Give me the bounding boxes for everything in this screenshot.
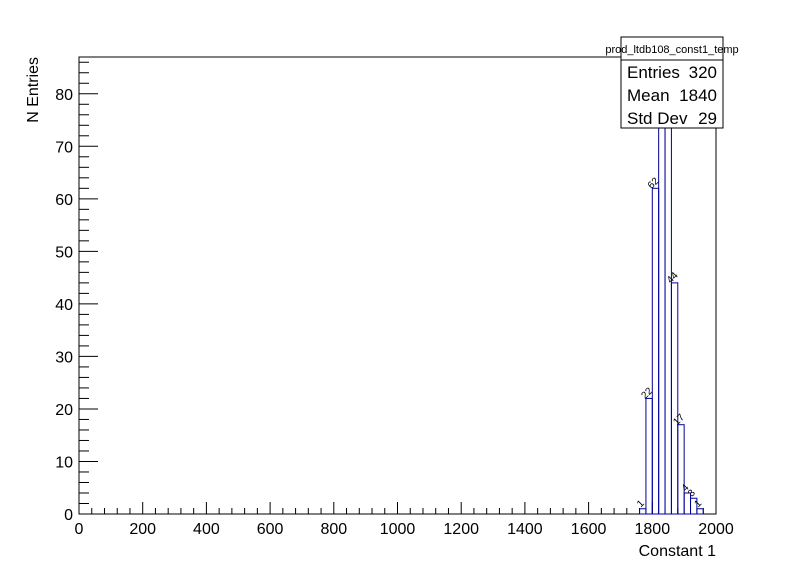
bar bbox=[670, 282, 679, 515]
y-tick-label: 60 bbox=[55, 192, 73, 209]
x-tick-label: 200 bbox=[129, 521, 156, 538]
x-tick-label: 800 bbox=[320, 521, 347, 538]
stats-name: Std Dev bbox=[627, 109, 688, 128]
data-label: 1 bbox=[692, 498, 704, 510]
bar bbox=[690, 497, 698, 515]
data-label: 22 bbox=[640, 386, 656, 402]
x-tick-label: 1400 bbox=[507, 521, 543, 538]
data-label: 17 bbox=[671, 412, 687, 428]
x-tick-label: 600 bbox=[257, 521, 284, 538]
y-tick-label: 80 bbox=[55, 87, 73, 104]
data-label: 1 bbox=[635, 498, 647, 510]
y-tick-label: 70 bbox=[55, 139, 73, 156]
x-tick-label: 400 bbox=[193, 521, 220, 538]
x-tick-label: 1200 bbox=[443, 521, 479, 538]
y-tick-label: 20 bbox=[55, 402, 73, 419]
stats-box bbox=[620, 36, 724, 129]
y-tick-label: 0 bbox=[64, 507, 73, 524]
stats-value: 29 bbox=[698, 109, 717, 128]
stats-title: prod_ltdb108_const1_temp bbox=[605, 44, 738, 56]
y-axis-label: N Entries bbox=[25, 57, 42, 123]
stats-name: Mean bbox=[627, 86, 670, 105]
data-label: 62 bbox=[646, 175, 662, 191]
y-tick-label: 50 bbox=[55, 244, 73, 261]
x-tick-label: 2000 bbox=[698, 521, 734, 538]
stats-name: Entries bbox=[627, 63, 680, 82]
plot-frame bbox=[78, 56, 717, 515]
x-tick-label: 1000 bbox=[380, 521, 416, 538]
bar bbox=[677, 424, 685, 515]
bar bbox=[664, 77, 672, 515]
stats-value: 1840 bbox=[679, 86, 717, 105]
y-tick-label: 30 bbox=[55, 349, 73, 366]
x-tick-label: 0 bbox=[75, 521, 84, 538]
bar bbox=[658, 77, 666, 515]
bar bbox=[696, 508, 704, 515]
data-label: 44 bbox=[665, 270, 681, 286]
y-tick-label: 40 bbox=[55, 297, 73, 314]
bar bbox=[651, 187, 660, 515]
x-axis-label: Constant 1 bbox=[639, 543, 716, 560]
stats-value: 320 bbox=[689, 63, 717, 82]
bar bbox=[645, 397, 653, 515]
x-tick-label: 1600 bbox=[571, 521, 607, 538]
y-tick-label: 10 bbox=[55, 454, 73, 471]
data-label: 3 bbox=[686, 487, 698, 499]
x-tick-label: 1800 bbox=[635, 521, 671, 538]
